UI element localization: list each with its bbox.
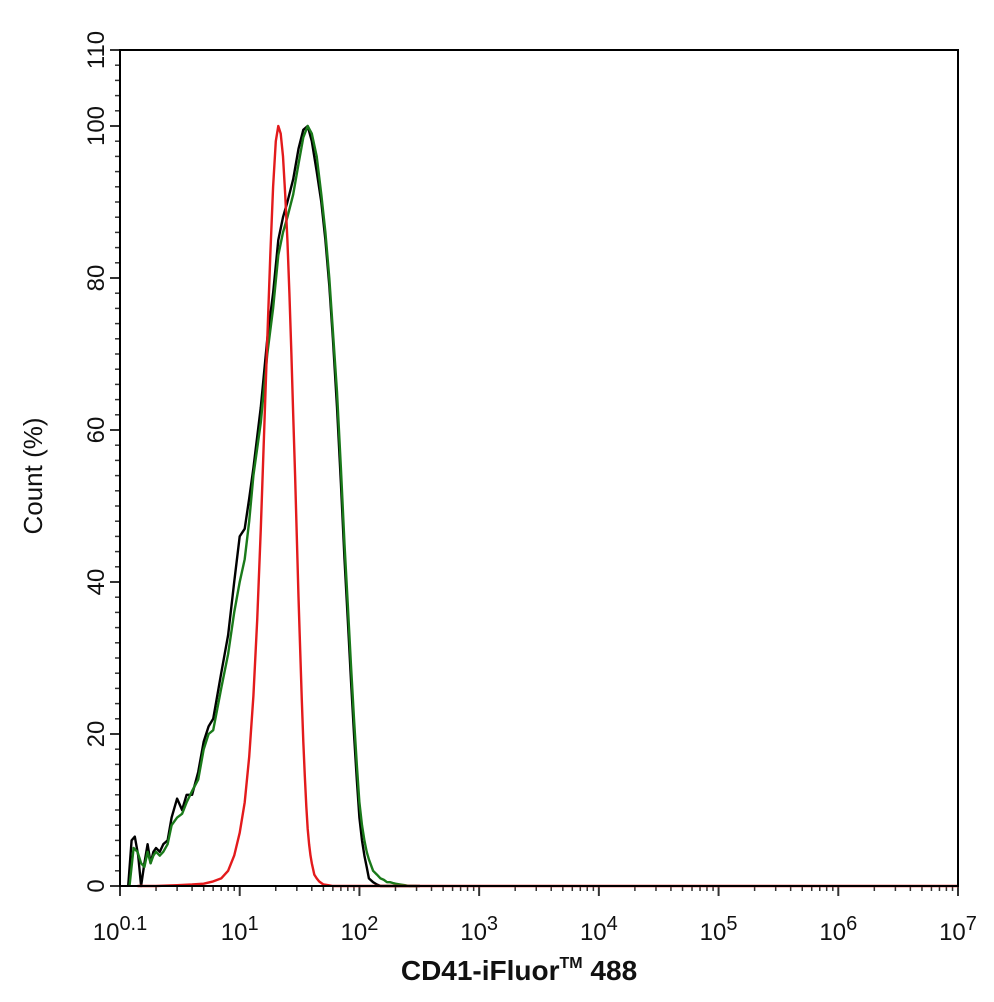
x-tick-label: 100.1	[93, 913, 148, 946]
x-axis-ticks	[119, 886, 959, 896]
plot-frame	[119, 49, 959, 887]
histogram-series-1	[127, 124, 420, 888]
y-axis-title: Count (%)	[18, 417, 48, 534]
x-tick-label: 102	[341, 913, 379, 946]
x-tick-label: 104	[580, 913, 618, 946]
histogram-series-2	[128, 124, 417, 888]
y-axis-tick-labels: 0 20 40 60 80 100 110	[83, 31, 110, 893]
y-tick-label: 40	[83, 569, 110, 596]
y-tick-label: 0	[83, 879, 110, 892]
x-axis-title-superscript: TM	[560, 955, 583, 972]
x-tick-label: 105	[700, 913, 738, 946]
histogram-series-3	[137, 124, 958, 888]
x-axis-tick-labels: 100.1 101 102 103 104 105 106 107	[93, 913, 977, 946]
series-layer	[127, 124, 958, 888]
y-tick-label: 80	[83, 265, 110, 292]
x-tick-label: 106	[819, 913, 857, 946]
y-axis-ticks	[110, 49, 120, 887]
y-tick-label: 100	[83, 106, 110, 146]
x-tick-label: 103	[460, 913, 498, 946]
x-axis-title: CD41-iFluorTM 488	[401, 955, 637, 986]
x-axis-title-main: CD41-iFluor	[401, 955, 560, 986]
x-axis-title-suffix: 488	[583, 955, 638, 986]
x-tick-label: 107	[939, 913, 977, 946]
y-tick-label: 20	[83, 721, 110, 748]
y-tick-label: 110	[83, 31, 110, 69]
x-tick-label: 101	[221, 913, 259, 946]
y-tick-label: 60	[83, 417, 110, 444]
